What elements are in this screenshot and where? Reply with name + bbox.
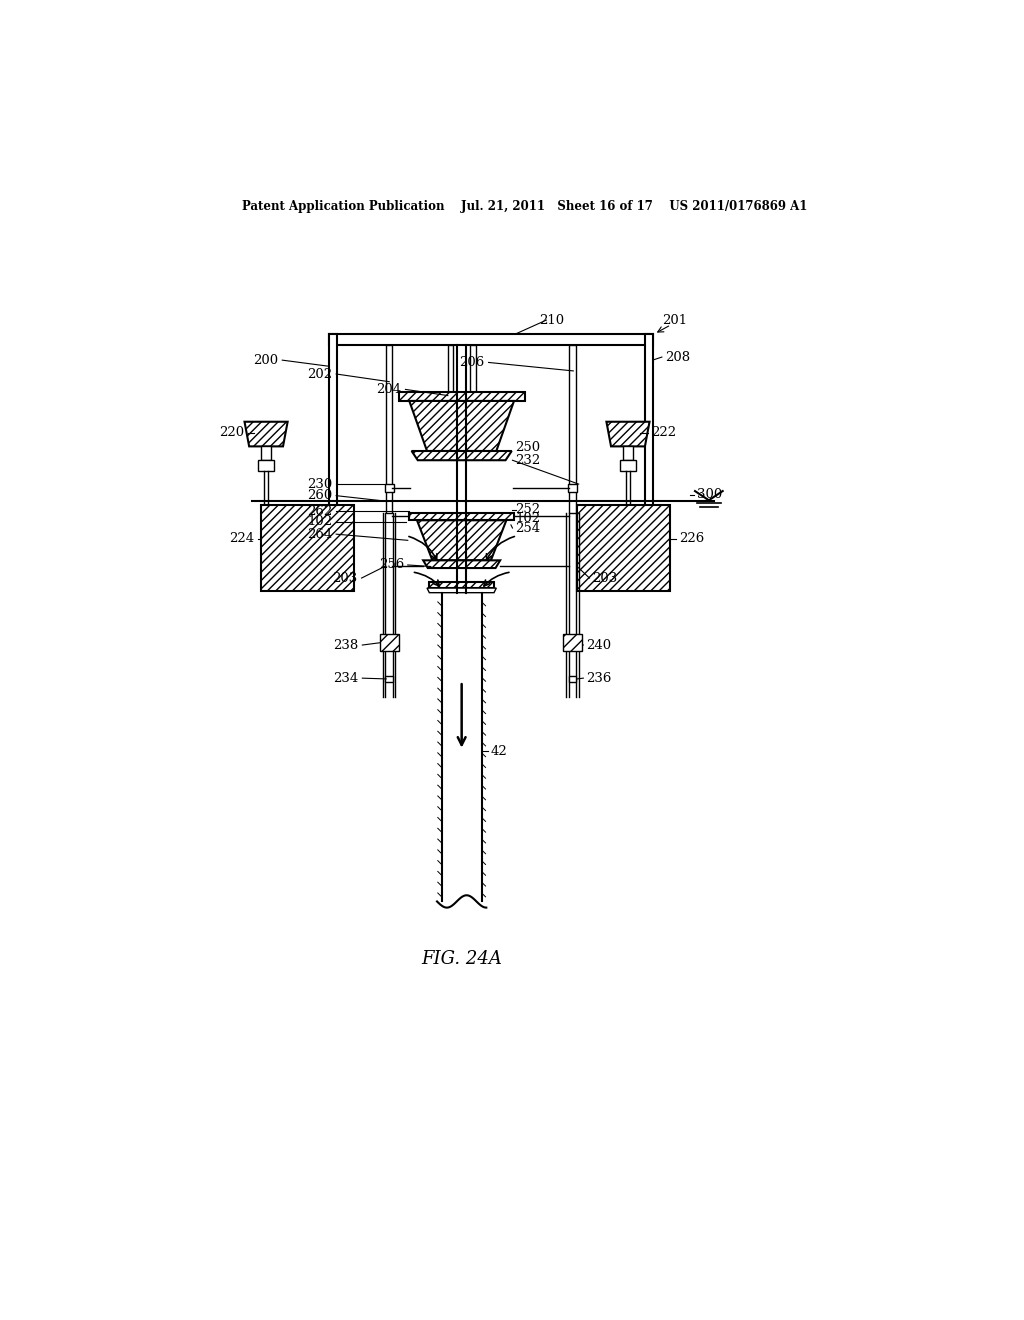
Text: 210: 210: [539, 314, 564, 326]
Polygon shape: [606, 422, 649, 446]
Bar: [380, 635, 398, 651]
Text: 254: 254: [515, 521, 541, 535]
Bar: [470, 345, 475, 392]
Text: 300: 300: [697, 488, 723, 502]
Polygon shape: [410, 512, 514, 520]
Bar: [569, 345, 575, 512]
Bar: [258, 461, 273, 471]
Polygon shape: [398, 392, 524, 401]
Text: 201: 201: [662, 314, 687, 326]
Polygon shape: [410, 401, 514, 451]
Text: 200: 200: [253, 354, 279, 367]
Text: 232: 232: [515, 454, 541, 467]
Bar: [645, 334, 652, 512]
Bar: [621, 461, 636, 471]
Bar: [623, 446, 634, 461]
Text: 240: 240: [587, 639, 611, 652]
Polygon shape: [429, 582, 494, 589]
Bar: [385, 676, 393, 682]
Text: 264: 264: [307, 528, 333, 541]
Text: 252: 252: [515, 503, 541, 516]
Text: 202: 202: [307, 367, 333, 380]
Text: 42: 42: [490, 744, 508, 758]
Bar: [261, 506, 354, 591]
Polygon shape: [423, 560, 500, 568]
Text: 256: 256: [379, 558, 403, 572]
Polygon shape: [427, 589, 497, 593]
Text: 262: 262: [307, 504, 333, 517]
Text: 238: 238: [333, 639, 358, 652]
Text: 224: 224: [228, 532, 254, 545]
Text: 250: 250: [515, 441, 541, 454]
Text: 220: 220: [219, 426, 245, 440]
Text: 102: 102: [515, 512, 541, 525]
Bar: [578, 506, 670, 591]
Bar: [330, 334, 652, 345]
Bar: [568, 676, 577, 682]
Text: FIG. 24A: FIG. 24A: [421, 950, 502, 968]
Text: 206: 206: [460, 356, 484, 370]
Bar: [385, 484, 394, 492]
Text: 208: 208: [665, 351, 690, 363]
Bar: [330, 334, 337, 512]
Text: 102: 102: [307, 515, 333, 528]
Polygon shape: [417, 520, 506, 560]
Bar: [563, 635, 582, 651]
Text: 236: 236: [587, 672, 611, 685]
Bar: [447, 345, 454, 392]
Text: 204: 204: [377, 383, 401, 396]
Text: 260: 260: [307, 490, 333, 502]
Text: 234: 234: [333, 672, 358, 685]
Bar: [261, 446, 271, 461]
Text: 226: 226: [679, 532, 705, 545]
Text: 203: 203: [333, 572, 357, 585]
Text: 230: 230: [307, 478, 333, 491]
Bar: [386, 345, 392, 512]
Polygon shape: [412, 451, 512, 461]
Polygon shape: [245, 422, 288, 446]
Text: 203: 203: [593, 572, 617, 585]
Text: 222: 222: [651, 426, 676, 440]
Bar: [568, 484, 578, 492]
Text: Patent Application Publication    Jul. 21, 2011   Sheet 16 of 17    US 2011/0176: Patent Application Publication Jul. 21, …: [242, 199, 808, 213]
